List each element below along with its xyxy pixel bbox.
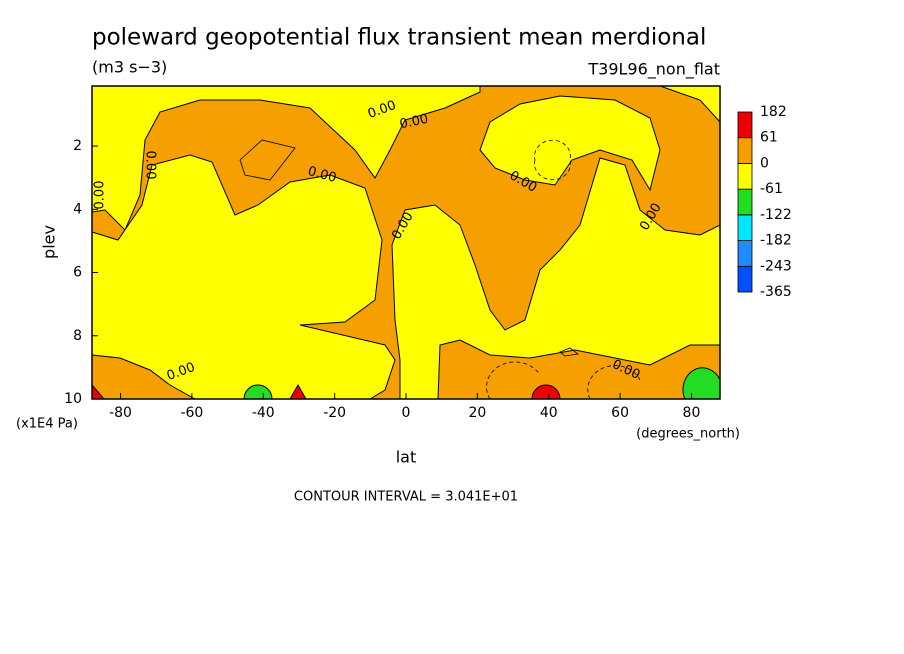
colorbar-box (737, 214, 753, 241)
contour-region (91, 154, 396, 400)
x-axis-label: lat (396, 448, 417, 467)
y-tick-label: 10 (64, 391, 82, 407)
x-tick-label: 80 (683, 405, 701, 421)
colorbar-label: -243 (760, 258, 792, 274)
plot-area (91, 85, 721, 400)
chart-subtitle: (m3 s−3) (92, 58, 167, 77)
contour-label: 0.00 (93, 181, 108, 210)
y-axis-label: plev (40, 225, 59, 259)
colorbar-label: 0 (760, 155, 769, 171)
colorbar-label: -182 (760, 233, 792, 249)
contour-region (531, 384, 561, 400)
x-tick-label: -40 (252, 405, 275, 421)
contour-label: 0.00 (306, 164, 338, 186)
x-tick-label: 0 (402, 405, 411, 421)
contour-label: 0.00 (143, 151, 158, 180)
colorbar-label: -365 (760, 284, 792, 300)
footnote: CONTOUR INTERVAL = 3.041E+01 (294, 490, 518, 505)
colorbar-label: -122 (760, 207, 792, 223)
contour-region (243, 384, 273, 400)
x-tick-label: 20 (468, 405, 486, 421)
contour-region (682, 367, 721, 400)
colorbar-box (737, 240, 753, 267)
colorbar-box (737, 137, 753, 164)
y-tick-label: 8 (73, 328, 82, 344)
y-unit: (x1E4 Pa) (16, 417, 78, 432)
contour-region (91, 85, 481, 231)
colorbar-label: -61 (760, 181, 783, 197)
contour-region (391, 157, 721, 400)
y-tick-label: 6 (73, 265, 82, 281)
contour-region (479, 95, 661, 192)
x-tick-label: -20 (323, 405, 346, 421)
y-tick-label: 4 (73, 201, 82, 217)
x-tick-label: 40 (540, 405, 558, 421)
colorbar-box (737, 163, 753, 190)
contour-lines (239, 139, 641, 400)
colorbar-box (737, 111, 753, 139)
chart-title: poleward geopotential flux transient mea… (92, 25, 706, 51)
contour-label: 0.00 (398, 112, 429, 133)
run-tag: T39L96_non_flat (587, 60, 720, 80)
colorbar-label: 182 (760, 104, 787, 120)
colorbar-box (737, 265, 753, 293)
x-tick-label: 60 (611, 405, 629, 421)
colorbar-box (737, 188, 753, 216)
x-tick-label: -60 (180, 405, 203, 421)
colorbar-label: 61 (760, 130, 778, 146)
x-unit: (degrees_north) (636, 427, 740, 442)
y-tick-label: 2 (73, 138, 82, 154)
x-tick-label: -80 (109, 405, 132, 421)
